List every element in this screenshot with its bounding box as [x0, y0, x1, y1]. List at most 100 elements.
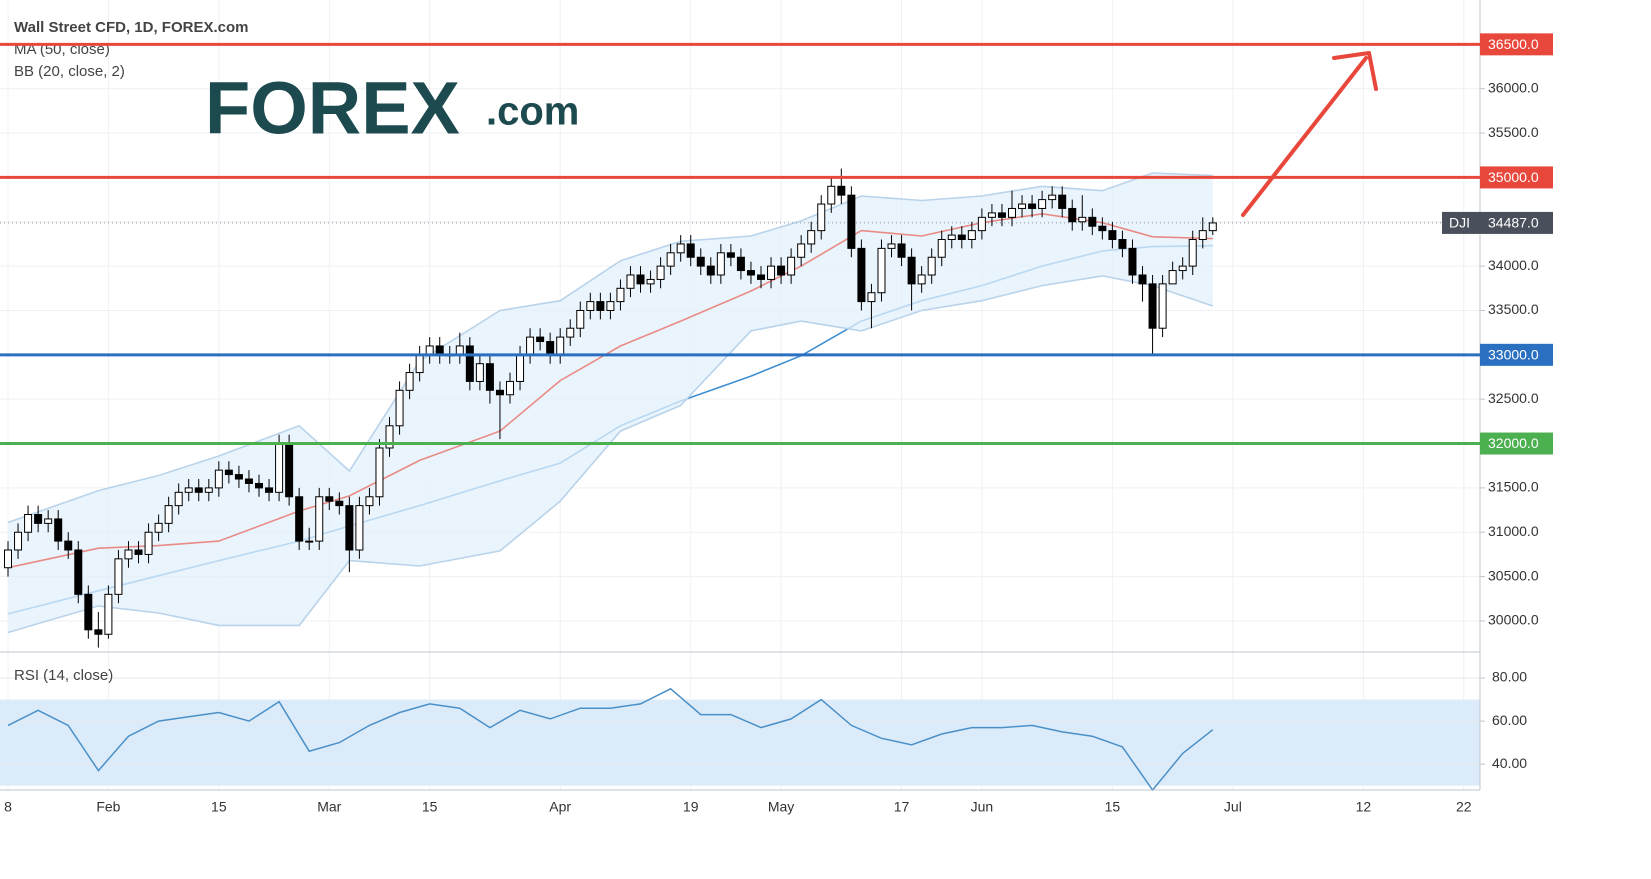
x-tick-label: 22 [1456, 799, 1472, 815]
candle-body [897, 243, 906, 258]
candle-body [546, 341, 555, 356]
annotation-arrow [1241, 51, 1378, 217]
y-tick-label: 31000.0 [1488, 523, 1539, 539]
candle-body [596, 301, 605, 311]
candle-body [927, 256, 936, 276]
candle-body [1058, 194, 1067, 209]
candle-body [1088, 216, 1097, 227]
y-tick-label: 80.00 [1492, 669, 1527, 685]
level-label-box [1480, 343, 1553, 366]
y-tick-label: 36000.0 [1488, 79, 1539, 95]
level-label: 36500.0 [1488, 36, 1539, 52]
level-label: 32000.0 [1488, 435, 1539, 451]
candle-body [285, 443, 294, 498]
candle-body [817, 203, 826, 232]
candle-body [204, 487, 213, 493]
candle-body [646, 278, 655, 285]
candle-body [305, 540, 314, 543]
candle-body [827, 185, 836, 205]
y-tick-label: 33500.0 [1488, 301, 1539, 317]
candle-body [34, 514, 43, 524]
chart-title: Wall Street CFD, 1D, FOREX.com [14, 19, 249, 36]
pane-title: RSI (14, close) [14, 667, 113, 684]
candle-body [1158, 283, 1167, 329]
candle-body [485, 363, 494, 391]
x-tick-label: 19 [683, 799, 699, 815]
candle-body [315, 496, 324, 542]
candle-body [74, 549, 83, 595]
candle-body [907, 256, 916, 285]
candle-body [636, 274, 645, 285]
candle-body [987, 212, 996, 218]
candle-body [275, 443, 284, 493]
logo-text: FOREX [205, 67, 460, 150]
y-tick-label: 35500.0 [1488, 124, 1539, 140]
candle-body [265, 487, 274, 493]
candle-body [586, 301, 595, 311]
x-tick-label: Mar [317, 799, 341, 815]
x-tick-label: 12 [1356, 799, 1372, 815]
x-tick-label: 17 [894, 799, 910, 815]
last-price-label: 34487.0 [1488, 215, 1539, 231]
candle-body [1038, 199, 1047, 209]
candle-body [1048, 194, 1057, 201]
candle-body [696, 256, 705, 267]
candle-body [495, 389, 504, 396]
candle-body [516, 354, 525, 382]
candle-body [14, 531, 23, 551]
candle-body [325, 496, 334, 502]
candle-body [887, 243, 896, 249]
candle-body [757, 274, 765, 280]
candle-body [405, 372, 414, 391]
candle-body [626, 274, 635, 289]
candle-body [54, 518, 63, 542]
candle-body [114, 558, 123, 595]
candle-body [385, 425, 394, 449]
candle-body [1208, 222, 1217, 232]
candle-body [465, 345, 474, 382]
level-label-box [1480, 33, 1553, 56]
candle-body [656, 265, 665, 280]
candle-body [566, 327, 575, 338]
candle-body [84, 593, 93, 631]
candle-body [224, 469, 233, 476]
candle-body [134, 549, 143, 555]
x-tick-label: May [768, 799, 794, 815]
y-tick-label: 40.00 [1492, 755, 1527, 771]
candle-body [4, 549, 12, 569]
y-tick-label: 60.00 [1492, 712, 1527, 728]
candle-body [365, 496, 374, 507]
candle-body [164, 505, 173, 524]
x-tick-label: 15 [211, 799, 227, 815]
candle-body [335, 500, 344, 507]
candle-body [1018, 203, 1027, 209]
plot [0, 168, 1480, 792]
candle-body [606, 301, 615, 311]
level-label: 35000.0 [1488, 169, 1539, 185]
candle-body [1078, 216, 1087, 223]
candle-body [716, 252, 725, 276]
candle-body [154, 522, 163, 533]
candle-body [937, 239, 946, 258]
level-label: 33000.0 [1488, 347, 1539, 363]
candle-body [375, 447, 384, 498]
rsi-band [0, 699, 1480, 786]
logo-suffix: .com [486, 90, 579, 134]
candle-body [787, 256, 796, 276]
candle-body [1188, 239, 1197, 267]
candle-body [867, 292, 876, 303]
candle-body [64, 540, 73, 551]
candle-body [767, 265, 776, 280]
candle-body [536, 336, 545, 343]
candle-body [736, 256, 745, 272]
level-label-box [1480, 432, 1553, 455]
last-price-name: DJI [1449, 215, 1470, 231]
candle-body [234, 474, 243, 480]
candle-body [877, 247, 886, 294]
y-tick-label: 30000.0 [1488, 612, 1539, 628]
candle-body [104, 593, 113, 635]
candle-body [777, 265, 786, 276]
candle-body [526, 336, 535, 356]
candle-body [1178, 265, 1187, 272]
